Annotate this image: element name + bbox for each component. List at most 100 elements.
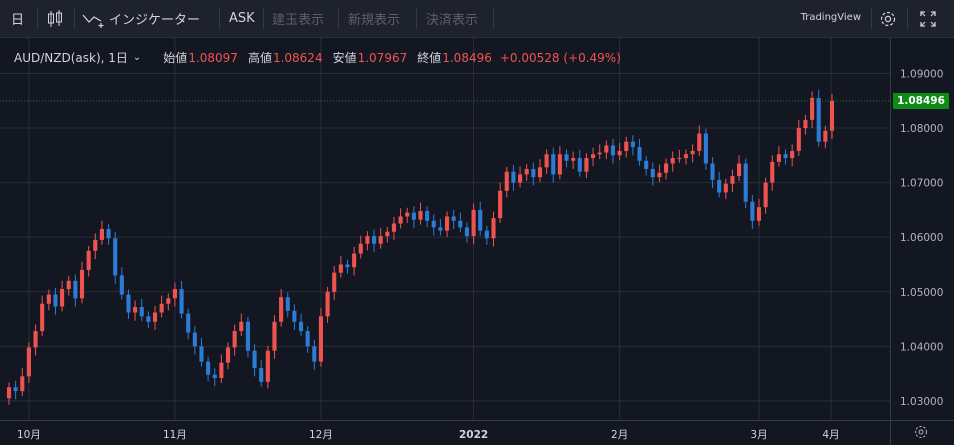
candle-body [192,332,197,347]
gear-hub [918,429,924,435]
candle-body [172,289,177,299]
candle-body [723,183,728,193]
candle-body [152,312,158,322]
candle-body [133,307,138,313]
candle-body [279,297,284,322]
candle-body [484,230,489,239]
candle-body [6,387,12,399]
candle-body [272,321,277,351]
candle-body [146,316,151,322]
chart-type-button[interactable] [44,0,66,37]
candle-body [305,331,310,347]
candle-body [783,154,788,159]
y-tick-label: 1.09000 [900,68,943,80]
x-tick-label: 2022 [459,429,488,441]
y-tick-label: 1.03000 [900,396,943,408]
candle-body [624,141,629,151]
candle-body [743,163,748,202]
candle-body [358,243,363,254]
candle-body [40,303,45,332]
candle-body [597,152,602,155]
candle-body [53,294,58,307]
candle-body [670,158,675,164]
settlement-display-button[interactable]: 決済表示 [426,0,478,37]
candle-body [564,154,569,161]
candle-body [823,130,828,142]
gear-ring [915,426,927,438]
candle-body [405,212,410,217]
candle-body [551,154,556,175]
candle-body [73,280,78,299]
symbol-label[interactable]: AUD/NZD(ask), 1日 [14,51,128,65]
candle-body [511,171,516,183]
x-tick-label: 11月 [163,429,187,441]
candle-body [591,154,596,159]
ask-label: ASK [229,11,255,26]
candle-body [46,294,51,304]
candle-body [86,250,91,270]
candle-body [365,236,370,244]
candle-body [318,316,324,362]
candle-body [803,119,808,129]
toolbar-divider [907,8,908,29]
position-display-label: 建玉表示 [272,13,325,28]
change-value: +0.00528 (+0.49%) [499,50,621,65]
time-axis-settings-gear-icon[interactable] [915,426,927,438]
y-tick-label: 1.08000 [900,123,943,135]
candle-body [664,163,669,173]
chart-plot-area[interactable]: 1.09000 1.08000 1.07000 1.06000 1.05000 1.040… [0,38,954,445]
candle-body [683,154,689,159]
candle-body [504,171,509,191]
settlement-display-label: 決済表示 [426,13,479,28]
candle-body [265,350,270,382]
position-display-button[interactable]: 建玉表示 [272,0,324,37]
candle-body [604,145,609,153]
candle-body [385,231,390,237]
new-order-display-button[interactable]: 新規表示 [348,0,400,37]
ask-button[interactable]: ASK [229,0,255,37]
candle-body [717,179,722,193]
candle-body [199,346,204,362]
candle-body [245,321,250,351]
candle-body [239,321,244,332]
candlestick-chart[interactable]: 1.09000 1.08000 1.07000 1.06000 1.05000 1.040… [0,38,954,445]
candle-body [464,227,470,237]
candle-body [491,218,496,239]
candle-body [99,229,104,240]
candle-body [179,289,184,314]
candle-body [737,163,742,177]
candle-body [810,98,815,120]
candle-body [332,272,337,292]
candle-body [438,227,443,231]
settings-button[interactable] [878,0,898,37]
candle-body [232,331,237,348]
toolbar-divider [74,8,75,29]
candle-body [478,209,483,231]
last-price-badge: 1.08496 [893,92,949,109]
low-value: 1.07967 [357,50,408,65]
y-tick-label: 1.04000 [900,341,943,353]
candle-body [371,236,377,244]
y-tick-label: 1.06000 [900,232,943,244]
candle-body [557,154,562,175]
candle-body [776,154,781,162]
x-tick-label: 2月 [611,429,628,441]
toolbar-divider [338,8,339,29]
fullscreen-button[interactable] [919,0,937,37]
candle-body [517,174,523,183]
candle-body [60,289,65,307]
candle-body [577,158,582,172]
candle-body [285,297,290,311]
interval-button[interactable]: 日 [11,0,24,37]
candle-body [657,172,662,178]
candle-body [524,168,529,175]
indicators-button[interactable]: インジケーター [82,0,200,37]
chevron-down-icon[interactable]: ⌄ [132,52,142,63]
candle-body [418,210,423,220]
candle-body [458,220,463,228]
toolbar-divider [416,8,417,29]
close-value: 1.08496 [442,50,492,65]
candle-body [259,368,264,382]
top-toolbar: 日 インジケーター ASK 建玉表示 新規表示 決済表示 TradingView [0,0,954,38]
candle-body [352,253,357,268]
